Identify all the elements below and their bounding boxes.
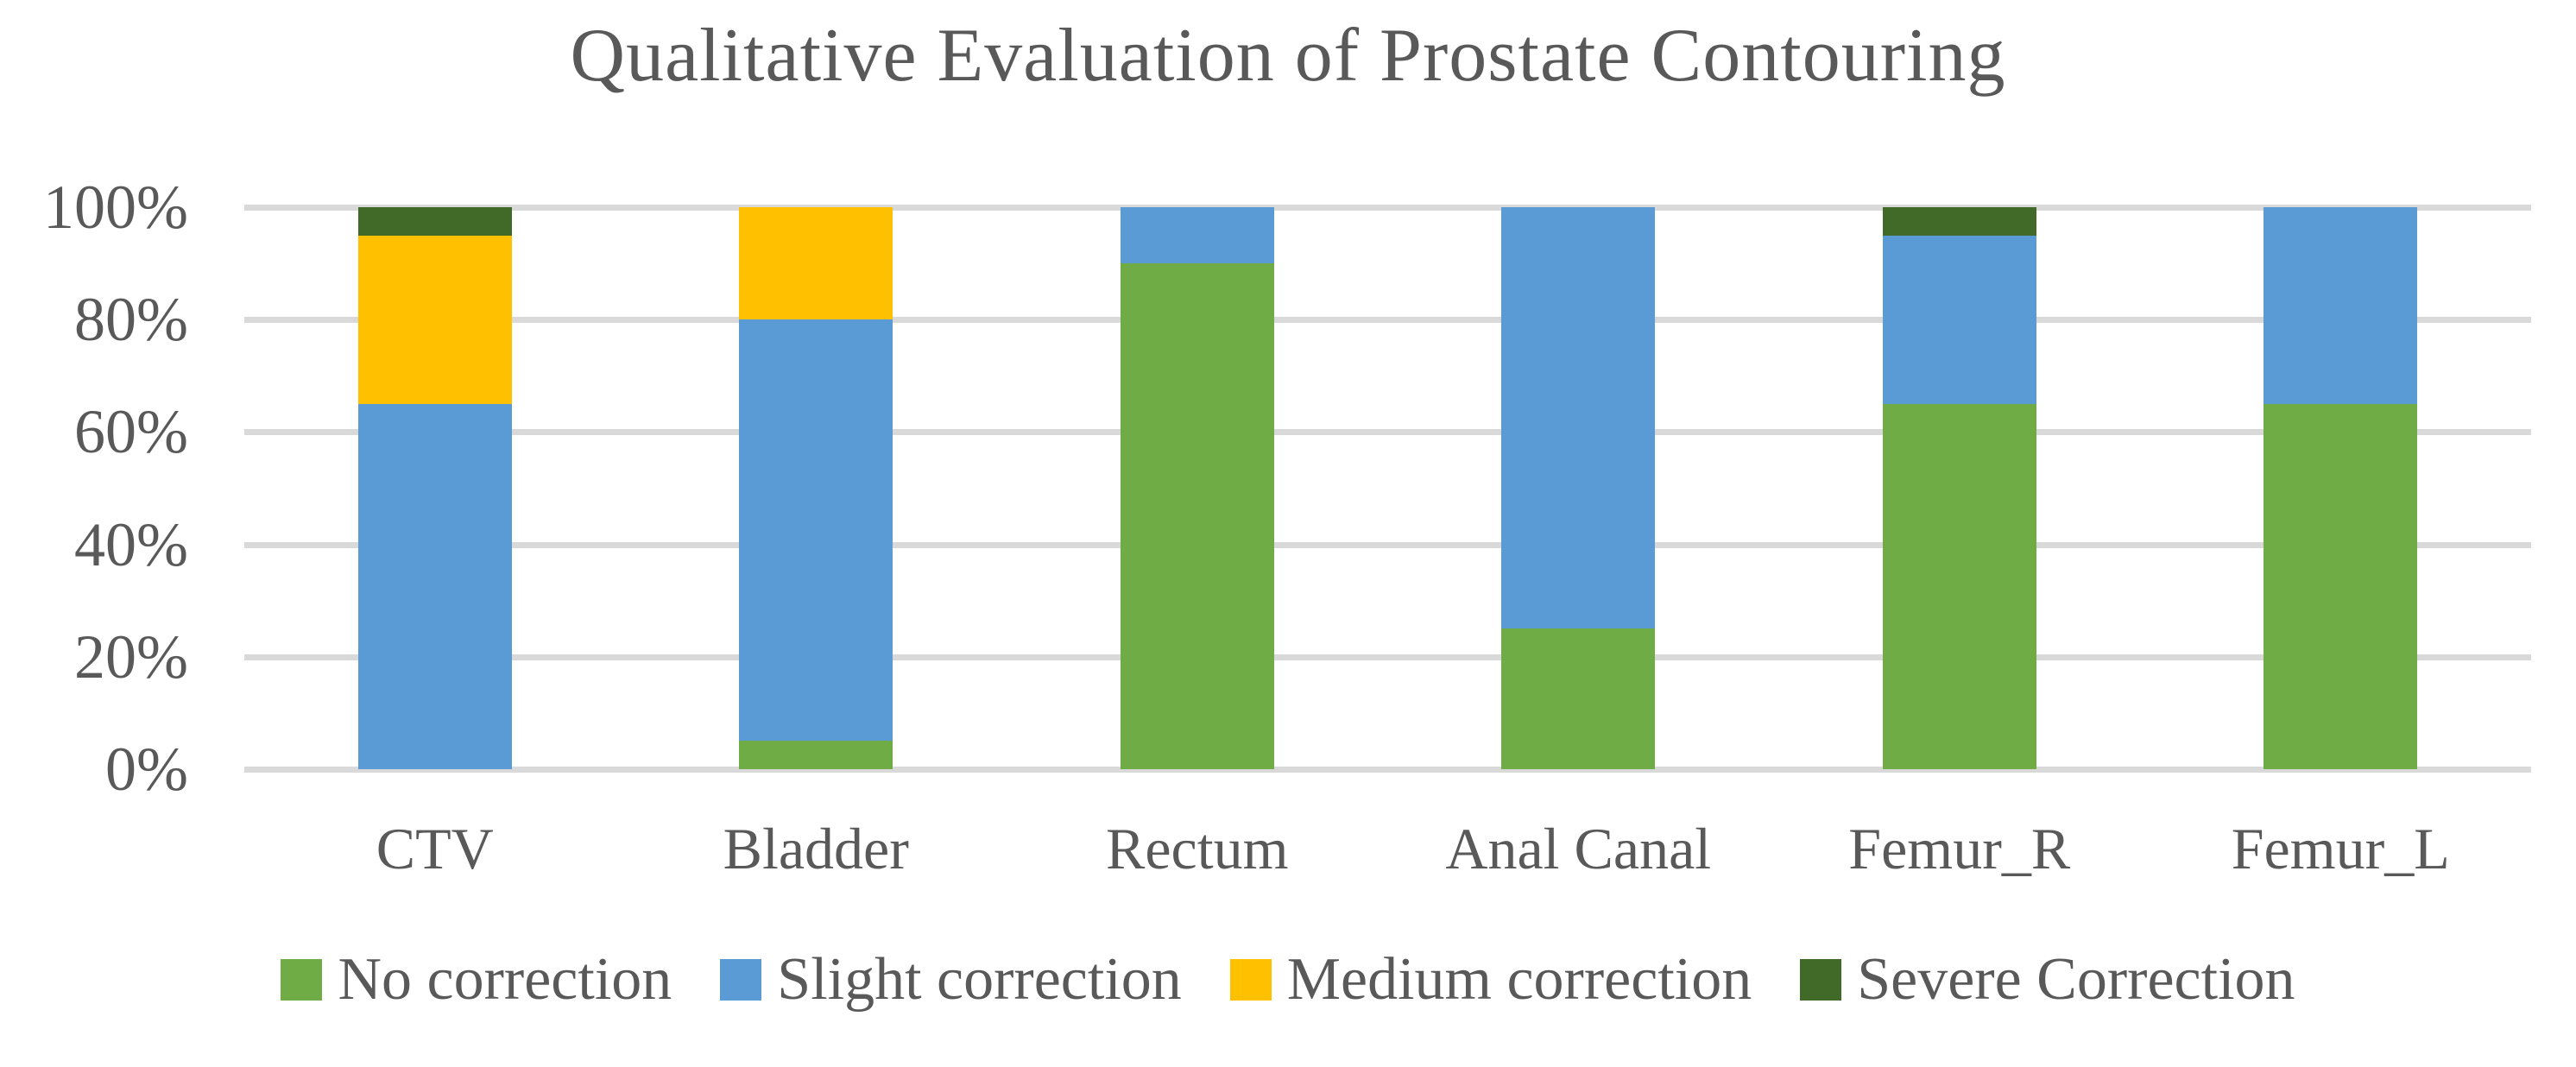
x-axis-label-Rectum: Rectum <box>1105 816 1289 881</box>
y-tick-label-80%: 80% <box>74 285 188 355</box>
bar-segment-Femur_R-Slight correction <box>1882 235 2036 404</box>
plot-area <box>244 205 2531 773</box>
bar-Bladder <box>739 207 893 769</box>
bar-segment-Bladder-No correction <box>739 741 893 769</box>
gridline-100% <box>244 205 2531 211</box>
x-axis-label-Bladder: Bladder <box>723 816 909 881</box>
gridline-40% <box>244 541 2531 548</box>
x-axis-label-Anal Canal: Anal Canal <box>1445 816 1712 881</box>
legend-label: Slight correction <box>777 946 1182 1013</box>
bar-segment-Bladder-Slight correction <box>739 319 893 742</box>
bar-segment-Femur_R-No correction <box>1882 403 2036 769</box>
bar-segment-Rectum-No correction <box>1120 263 1274 769</box>
gridline-60% <box>244 429 2531 436</box>
gridline-0% <box>244 767 2531 773</box>
x-axis-label-Femur_R: Femur_R <box>1848 816 2071 881</box>
gridline-20% <box>244 653 2531 660</box>
legend-label: Medium correction <box>1286 946 1752 1013</box>
bar-segment-Rectum-Slight correction <box>1120 207 1274 264</box>
bar-CTV <box>357 207 512 769</box>
bar-segment-Bladder-Medium correction <box>739 207 893 320</box>
legend-item-Slight correction: Slight correction <box>720 946 1182 1013</box>
x-axis-label-Femur_L: Femur_L <box>2231 816 2450 881</box>
bar-segment-CTV-Slight correction <box>357 403 512 769</box>
bar-segment-Anal Canal-Slight correction <box>1501 207 1656 629</box>
bar-segment-Femur_L-Slight correction <box>2263 207 2418 404</box>
bar-segment-Anal Canal-No correction <box>1501 628 1656 769</box>
y-tick-label-0%: 0% <box>105 735 188 804</box>
legend-label: No correction <box>338 946 672 1013</box>
gridline-80% <box>244 317 2531 324</box>
legend: No correction Slight correction Medium cor… <box>0 946 2576 1013</box>
bar-segment-CTV-Severe Correction <box>357 207 512 236</box>
bar-segment-Femur_R-Severe Correction <box>1882 207 2036 236</box>
bar-Anal Canal <box>1501 207 1656 769</box>
legend-swatch-icon <box>281 958 323 1001</box>
y-tick-label-100%: 100% <box>43 173 188 242</box>
legend-label: Severe Correction <box>1857 946 2295 1013</box>
legend-swatch-icon <box>720 958 762 1001</box>
chart-title: Qualitative Evaluation of Prostate Conto… <box>570 14 2006 98</box>
legend-item-No correction: No correction <box>281 946 672 1013</box>
bar-Rectum <box>1120 207 1274 769</box>
y-tick-label-20%: 20% <box>74 622 188 691</box>
y-tick-label-40%: 40% <box>74 509 188 579</box>
y-axis-labels: 0% 20% 40% 60% 80% 100% <box>0 0 188 1067</box>
y-tick-label-60%: 60% <box>74 397 188 467</box>
legend-swatch-icon <box>1229 958 1272 1001</box>
legend-swatch-icon <box>1800 958 1842 1001</box>
bar-segment-Femur_L-No correction <box>2263 403 2418 769</box>
bar-Femur_L <box>2263 207 2418 769</box>
x-axis-label-CTV: CTV <box>376 816 494 881</box>
bar-Femur_R <box>1882 207 2036 769</box>
legend-item-Medium correction: Medium correction <box>1229 946 1752 1013</box>
bar-segment-CTV-Medium correction <box>357 235 512 404</box>
legend-item-Severe Correction: Severe Correction <box>1800 946 2295 1013</box>
